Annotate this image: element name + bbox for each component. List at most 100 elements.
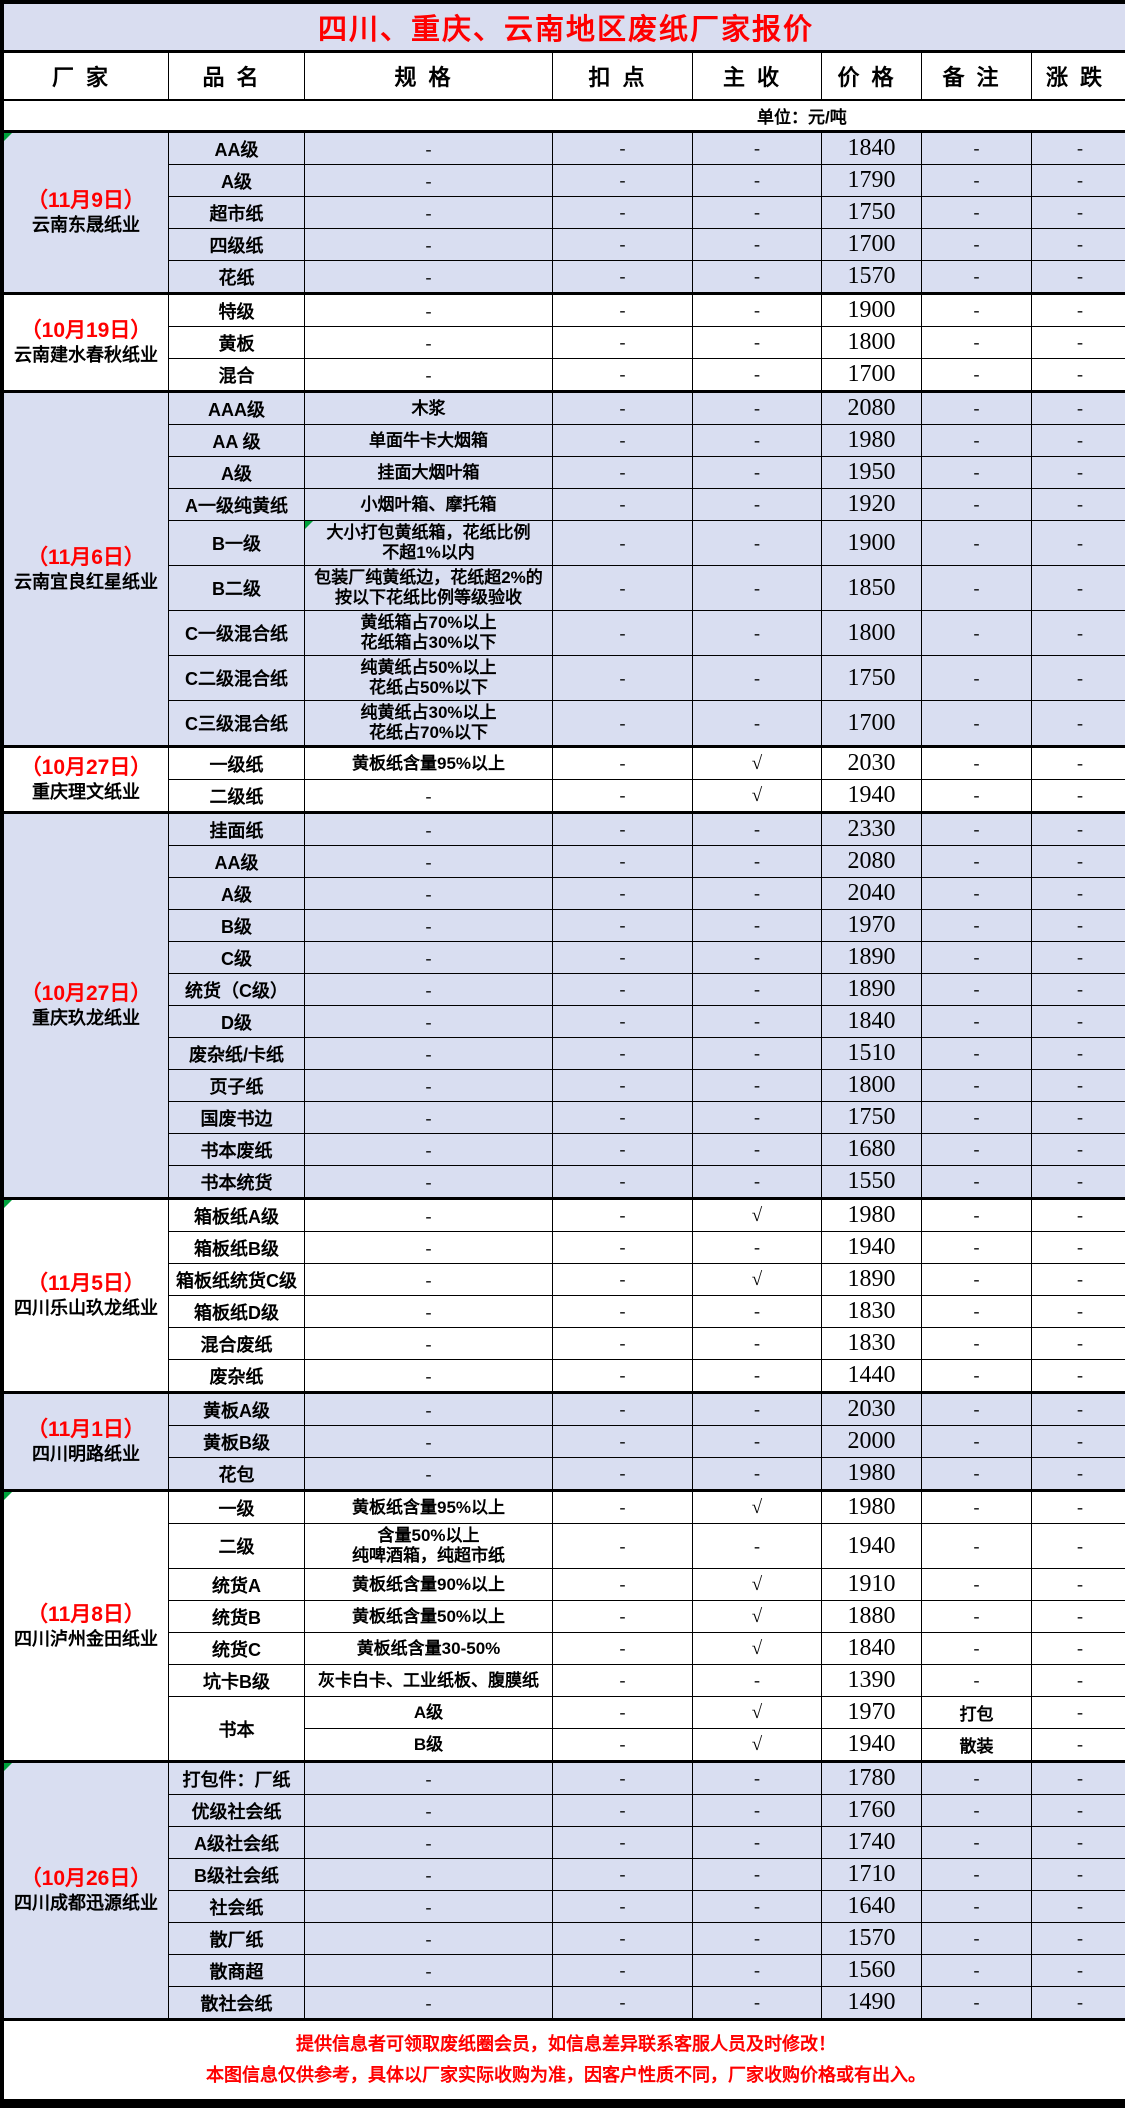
change-cell: - (1032, 878, 1125, 910)
spec-cell: - (305, 1923, 553, 1955)
main-collect-cell: √ (693, 1199, 822, 1232)
product-cell: 统货C (169, 1633, 305, 1665)
price-cell: 1940 (822, 1729, 922, 1762)
change-cell: - (1032, 1955, 1125, 1987)
remark-cell: - (922, 132, 1032, 165)
spec-cell: 包装厂纯黄纸边，花纸超2%的 按以下花纸比例等级验收 (305, 566, 553, 611)
main-collect-cell: - (693, 457, 822, 489)
main-collect-cell: - (693, 489, 822, 521)
price-cell: 2000 (822, 1426, 922, 1458)
price-cell: 1840 (822, 132, 922, 165)
price-cell: 1550 (822, 1166, 922, 1199)
main-collect-cell: - (693, 327, 822, 359)
main-collect-cell: - (693, 1038, 822, 1070)
column-header-row: 厂家 品名 规格 扣点 主收 价格 备注 涨跌 (4, 52, 1125, 101)
table-row: B一级大小打包黄纸箱，花纸比例 不超1%以内--1900-- (4, 521, 1125, 566)
main-collect-cell: - (693, 1393, 822, 1426)
factory-cell: （10月27日）重庆玖龙纸业 (4, 813, 169, 1199)
price-cell: 1980 (822, 1491, 922, 1524)
table-row: 坑卡B级灰卡白卡、工业纸板、腹膜纸--1390-- (4, 1665, 1125, 1697)
deduction-cell: - (553, 1859, 693, 1891)
table-row: 黄板B级---2000-- (4, 1426, 1125, 1458)
spec-cell: - (305, 1328, 553, 1360)
price-cell: 2040 (822, 878, 922, 910)
spec-cell: 含量50%以上 纯啤酒箱，纯超市纸 (305, 1524, 553, 1569)
spec-cell: - (305, 1199, 553, 1232)
product-cell: 社会纸 (169, 1891, 305, 1923)
spec-cell: - (305, 1296, 553, 1328)
main-collect-cell: - (693, 1166, 822, 1199)
main-collect-cell: - (693, 1458, 822, 1491)
table-row: （11月1日）四川明路纸业黄板A级---2030-- (4, 1393, 1125, 1426)
change-cell: - (1032, 780, 1125, 813)
spec-cell: - (305, 942, 553, 974)
price-cell: 1710 (822, 1859, 922, 1891)
page-title: 四川、重庆、云南地区废纸厂家报价 (4, 4, 1125, 52)
spec-cell: 纯黄纸占30%以上 花纸占70%以下 (305, 701, 553, 747)
main-collect-cell: - (693, 229, 822, 261)
main-collect-cell: - (693, 261, 822, 294)
price-cell: 1740 (822, 1827, 922, 1859)
spec-cell: - (305, 1426, 553, 1458)
footer-line-2: 本图信息仅供参考，具体以厂家实际收购为准，因客户性质不同，厂家收购价格或有出入。 (6, 2060, 1125, 2091)
main-collect-cell: - (693, 1923, 822, 1955)
price-cell: 1970 (822, 1697, 922, 1729)
remark-cell: - (922, 656, 1032, 701)
remark-cell: - (922, 1569, 1032, 1601)
product-cell: C一级混合纸 (169, 611, 305, 656)
remark-cell: - (922, 1006, 1032, 1038)
main-collect-cell: √ (693, 1491, 822, 1524)
product-cell: A级 (169, 878, 305, 910)
deduction-cell: - (553, 878, 693, 910)
remark-cell: - (922, 1360, 1032, 1393)
product-cell: 特级 (169, 294, 305, 327)
table-row: （11月5日）四川乐山玖龙纸业箱板纸A级--√1980-- (4, 1199, 1125, 1232)
deduction-cell: - (553, 1569, 693, 1601)
table-row: A级社会纸---1740-- (4, 1827, 1125, 1859)
remark-cell: - (922, 1491, 1032, 1524)
deduction-cell: - (553, 1006, 693, 1038)
table-row: 箱板纸统货C级--√1890-- (4, 1264, 1125, 1296)
col-header-change: 涨跌 (1032, 52, 1125, 101)
table-row: D级---1840-- (4, 1006, 1125, 1038)
main-collect-cell: - (693, 566, 822, 611)
remark-cell: - (922, 425, 1032, 457)
product-cell: 一级纸 (169, 747, 305, 780)
col-header-remark: 备注 (922, 52, 1032, 101)
product-cell: 箱板纸D级 (169, 1296, 305, 1328)
table-row: C二级混合纸纯黄纸占50%以上 花纸占50%以下--1750-- (4, 656, 1125, 701)
remark-cell: - (922, 1038, 1032, 1070)
main-collect-cell: - (693, 132, 822, 165)
factory-cell: （11月1日）四川明路纸业 (4, 1393, 169, 1491)
change-cell: - (1032, 457, 1125, 489)
price-cell: 1900 (822, 521, 922, 566)
spec-cell: - (305, 1393, 553, 1426)
main-collect-cell: - (693, 294, 822, 327)
product-cell: C级 (169, 942, 305, 974)
spec-cell: - (305, 327, 553, 359)
deduction-cell: - (553, 1633, 693, 1665)
change-cell: - (1032, 1070, 1125, 1102)
spec-cell: - (305, 846, 553, 878)
main-collect-cell: - (693, 1232, 822, 1264)
factory-date: （11月8日） (7, 1602, 165, 1628)
table-row: 统货（C级）---1890-- (4, 974, 1125, 1006)
price-cell: 1970 (822, 910, 922, 942)
change-cell: - (1032, 425, 1125, 457)
spec-cell: 灰卡白卡、工业纸板、腹膜纸 (305, 1665, 553, 1697)
factory-name: 云南建水春秋纸业 (7, 344, 165, 367)
comment-marker-icon (4, 133, 12, 141)
factory-name: 云南东晟纸业 (7, 214, 165, 237)
price-cell: 1950 (822, 457, 922, 489)
main-collect-cell: √ (693, 1601, 822, 1633)
change-cell: - (1032, 611, 1125, 656)
change-cell: - (1032, 1166, 1125, 1199)
deduction-cell: - (553, 392, 693, 425)
change-cell: - (1032, 1827, 1125, 1859)
change-cell: - (1032, 1923, 1125, 1955)
remark-cell: - (922, 1102, 1032, 1134)
price-cell: 1830 (822, 1328, 922, 1360)
product-cell: 废杂纸/卡纸 (169, 1038, 305, 1070)
change-cell: - (1032, 1729, 1125, 1762)
